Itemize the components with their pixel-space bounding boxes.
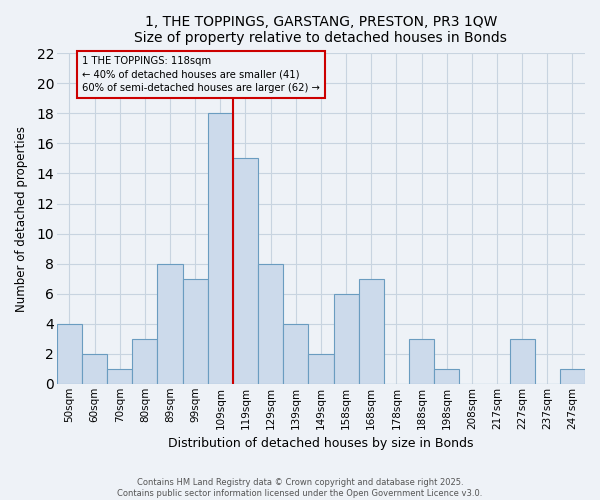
Bar	[182, 278, 208, 384]
Bar	[409, 338, 434, 384]
Bar	[133, 338, 157, 384]
Bar	[107, 368, 133, 384]
Text: 1 THE TOPPINGS: 118sqm
← 40% of detached houses are smaller (41)
60% of semi-det: 1 THE TOPPINGS: 118sqm ← 40% of detached…	[82, 56, 320, 92]
Bar	[308, 354, 334, 384]
Bar	[157, 264, 182, 384]
Bar	[334, 294, 359, 384]
Bar	[560, 368, 585, 384]
Y-axis label: Number of detached properties: Number of detached properties	[15, 126, 28, 312]
Bar	[82, 354, 107, 384]
Bar	[57, 324, 82, 384]
Bar	[359, 278, 384, 384]
Bar	[208, 114, 233, 384]
Bar	[283, 324, 308, 384]
Bar	[233, 158, 258, 384]
X-axis label: Distribution of detached houses by size in Bonds: Distribution of detached houses by size …	[168, 437, 473, 450]
Bar	[434, 368, 459, 384]
Text: Contains HM Land Registry data © Crown copyright and database right 2025.
Contai: Contains HM Land Registry data © Crown c…	[118, 478, 482, 498]
Bar	[258, 264, 283, 384]
Title: 1, THE TOPPINGS, GARSTANG, PRESTON, PR3 1QW
Size of property relative to detache: 1, THE TOPPINGS, GARSTANG, PRESTON, PR3 …	[134, 15, 508, 45]
Bar	[509, 338, 535, 384]
